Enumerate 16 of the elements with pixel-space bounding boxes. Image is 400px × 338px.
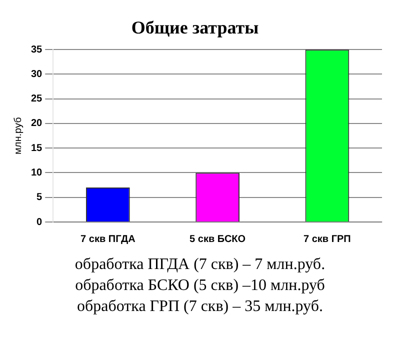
- y-tick-label: 15: [31, 142, 43, 154]
- y-tick-label: 10: [31, 167, 43, 178]
- y-tick-label: 5: [36, 192, 43, 204]
- x-tick-label: 7 скв ПГДА: [80, 234, 136, 245]
- text: обработка БСКО (5 скв) –10 млн.руб: [74, 276, 326, 296]
- y-tick-label: 35: [31, 44, 43, 56]
- y-axis-title: млн.руб: [12, 116, 24, 154]
- x-tick-label: 5 скв БСКО: [190, 234, 246, 245]
- y-tick-label: 30: [31, 68, 43, 80]
- x-tick-label: 7 скв ГРП: [304, 234, 351, 245]
- text: обработка ПГДА (7 скв) – 7 млн.руб.: [74, 255, 326, 275]
- chart-title: Общие затраты: [131, 17, 259, 38]
- text: обработка ГРП (7 скв) – 35 млн.руб.: [76, 297, 324, 317]
- y-tick-label: 20: [31, 118, 43, 130]
- y-tick-label: 25: [31, 94, 43, 105]
- y-tick-label: 0: [36, 216, 43, 228]
